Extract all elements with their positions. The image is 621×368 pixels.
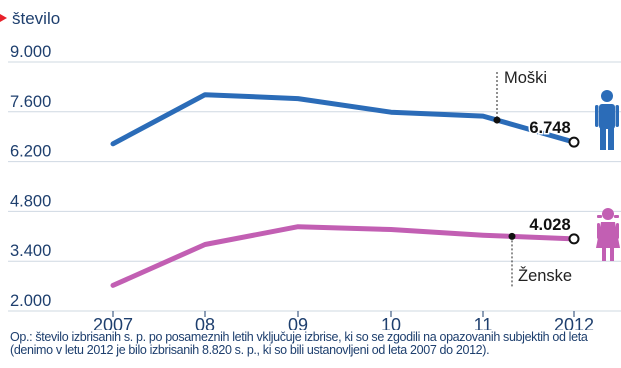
x-tick-label: 11: [474, 315, 493, 330]
series-line-zenske: [110, 224, 577, 288]
end-point-marker: [568, 233, 580, 245]
end-value-label: 4.028: [529, 216, 570, 234]
unit-label: število: [12, 9, 60, 28]
y-tick-label: 4.800: [10, 192, 51, 210]
end-value-label: 6.748: [529, 119, 570, 137]
footnote: Op.: število izbrisanih s. p. po posamez…: [10, 331, 618, 357]
y-tick-label: 3.400: [10, 242, 51, 260]
series-leader-point: [508, 232, 516, 240]
series-label-moski: Moški: [504, 69, 547, 87]
y-tick-label: 7.600: [10, 93, 51, 111]
x-tick-label: 2007: [93, 315, 133, 330]
unit-marker-icon: [0, 14, 7, 22]
footnote-line-1: Op.: število izbrisanih s. p. po posamez…: [10, 331, 588, 344]
x-tick-label: 08: [195, 315, 215, 330]
footnote-line-2: (denimo v letu 2012 je bilo izbrisanih 8…: [10, 343, 490, 357]
x-tick-label: 09: [288, 315, 308, 330]
line-chart: število 9.000 7.600 6.200 4.800 3.400 2.000 200…: [0, 9, 621, 330]
female-figure-icon: [596, 208, 620, 261]
end-point-marker: [568, 136, 580, 148]
y-tick-label: 2.000: [10, 292, 51, 310]
series-label-zenske: Ženske: [518, 266, 572, 285]
x-tick-label: 2012: [554, 315, 594, 330]
series-leader-point: [493, 116, 501, 124]
y-tick-label: 9.000: [10, 43, 51, 61]
male-figure-icon: [595, 90, 619, 150]
x-tick-label: 10: [381, 315, 401, 330]
y-tick-label: 6.200: [10, 143, 51, 161]
series-line-moski: [110, 92, 577, 147]
